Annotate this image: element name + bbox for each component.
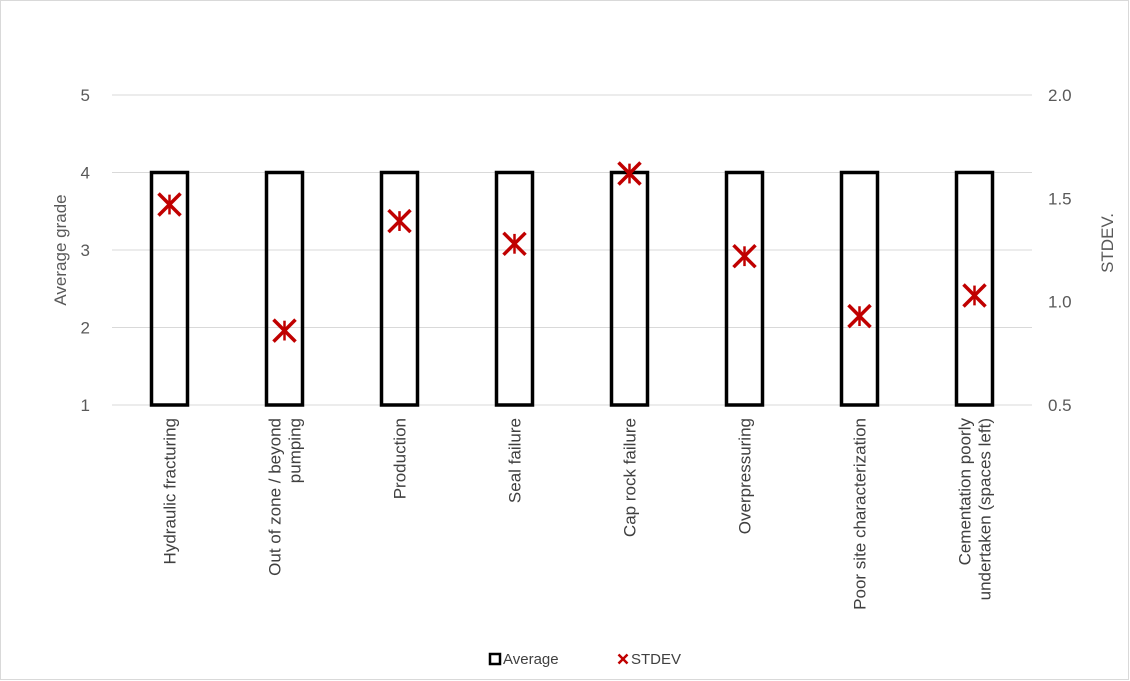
legend-swatch-average [488,652,502,666]
legend-swatch-stdev [617,653,629,665]
average-bar [609,170,650,407]
legend: Average STDEV [488,651,681,668]
average-bar [379,170,420,407]
category-labels: Hydraulic fracturing Out of zone / beyond… [161,418,995,610]
category-label: Overpressuring [736,418,755,534]
average-bar [494,170,535,407]
average-bars [149,170,995,407]
average-bar [149,170,190,407]
stdev-marker [387,208,412,234]
average-bar [724,170,765,407]
category-label: pumping [286,418,305,483]
right-axis-ticks: 0.5 1.0 1.5 2.0 [1048,86,1072,415]
left-axis-ticks: 1 2 3 4 5 [81,86,90,415]
y2-tick-label: 1.5 [1048,189,1072,208]
category-label: Hydraulic fracturing [161,418,180,564]
y2-tick-label: 0.5 [1048,396,1072,415]
y-axis-title: Average grade [51,194,70,305]
stdev-marker [732,243,757,269]
stdev-marker [502,231,527,257]
y-tick-label: 4 [81,164,90,183]
legend-label-average: Average [503,651,559,668]
average-bar [954,170,995,407]
category-label: Poor site characterization [851,418,870,610]
legend-label-stdev: STDEV [631,651,681,668]
y-tick-label: 2 [81,319,90,338]
y-tick-label: 1 [81,396,90,415]
y2-tick-label: 1.0 [1048,293,1072,312]
average-bar [839,170,880,407]
y-tick-label: 3 [81,241,90,260]
stdev-marker [847,303,872,329]
category-label: undertaken (spaces left) [976,418,995,600]
category-label: Cap rock failure [621,418,640,537]
stdev-marker [617,161,642,186]
y2-axis-title: STDEV. [1098,213,1117,273]
stdev-marker [962,283,987,308]
stdev-marker [157,192,182,217]
category-label: Production [391,418,410,499]
average-bar [264,170,305,407]
y2-tick-label: 2.0 [1048,86,1072,105]
stdev-marker [272,318,297,343]
stdev-markers [157,161,987,343]
category-label: Out of zone / beyond [266,418,285,576]
category-label: Cementation poorly [956,418,975,566]
category-label: Seal failure [506,418,525,503]
y-tick-label: 5 [81,86,90,105]
gridlines [112,94,1032,406]
